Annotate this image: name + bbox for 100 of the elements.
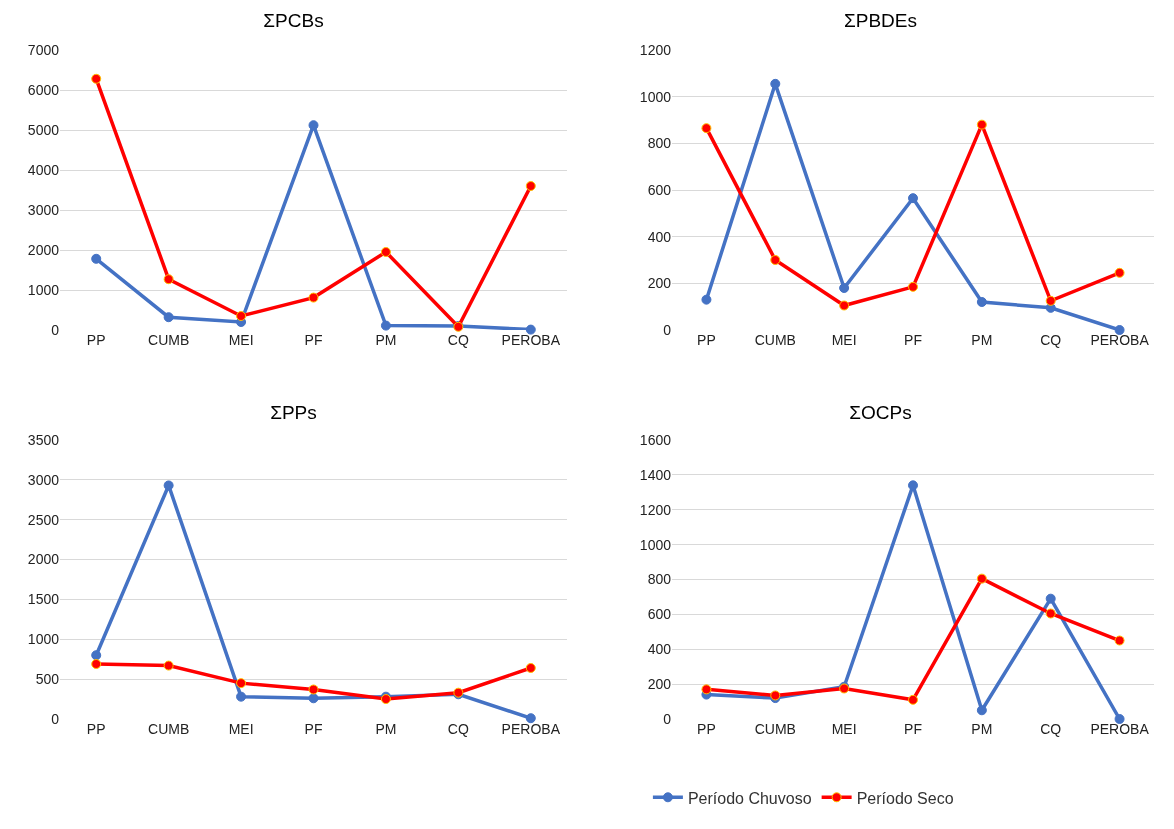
y-tick-label: 600 [647, 181, 672, 198]
x-tick-label: CUMB [754, 332, 796, 348]
point [1045, 295, 1056, 306]
x-tick-label: PF [904, 332, 922, 348]
point [770, 78, 781, 89]
point [908, 193, 918, 204]
x-tick-label: PP [697, 332, 716, 348]
point [380, 320, 391, 331]
point [91, 73, 102, 84]
point [976, 573, 987, 584]
y-tick-label: 3000 [27, 201, 60, 218]
y-tick-label: 1200 [639, 501, 672, 518]
point [701, 294, 712, 305]
x-tick-label: PF [904, 721, 922, 737]
point [525, 662, 536, 673]
y-tick-label: 200 [647, 275, 672, 292]
y-tick-label: 1600 [639, 431, 672, 448]
x-tick-label: MEI [831, 332, 857, 348]
x-tick-label: MEI [228, 332, 254, 348]
x-tick-label: PF [304, 721, 323, 737]
y-tick-label: 3500 [27, 431, 60, 448]
chart-title: ΣPPs [270, 401, 317, 423]
point [236, 691, 247, 702]
x-tick-label: PM [971, 721, 993, 737]
x-tick-label: CQ [447, 332, 469, 348]
point [236, 311, 247, 321]
legend-label: Período Chuvoso [687, 789, 812, 807]
point [701, 684, 712, 695]
point [1045, 593, 1056, 604]
x-tick-label: CQ [1040, 332, 1062, 348]
y-tick-label: 0 [663, 321, 672, 338]
x-tick-label: CUMB [754, 721, 796, 737]
x-tick-label: PEROBA [1090, 332, 1150, 348]
point [976, 297, 987, 307]
y-tick-label: 7000 [27, 41, 60, 58]
x-tick-label: PEROBA [1090, 721, 1150, 737]
y-tick-label: 3000 [27, 471, 60, 488]
point [525, 324, 536, 335]
y-tick-label: 1000 [639, 536, 672, 553]
point [91, 253, 102, 264]
y-tick-label: 0 [663, 710, 672, 727]
point [976, 705, 987, 716]
y-tick-label: 0 [51, 710, 60, 727]
point [91, 650, 102, 661]
y-tick-label: 2000 [27, 551, 60, 568]
point [1114, 635, 1125, 646]
point [91, 659, 102, 669]
point [525, 713, 536, 724]
x-tick-label: PEROBA [501, 332, 561, 348]
x-tick-label: PEROBA [501, 721, 561, 737]
x-tick-label: PM [375, 721, 397, 737]
point [701, 123, 712, 134]
y-tick-label: 2500 [27, 511, 60, 528]
y-tick-label: 1000 [27, 281, 60, 298]
y-tick-label: 600 [647, 606, 672, 623]
y-tick-label: 400 [647, 641, 672, 658]
y-tick-label: 5000 [27, 121, 60, 138]
y-tick-label: 6000 [27, 81, 60, 98]
y-tick-label: 400 [647, 228, 672, 245]
point [308, 120, 319, 131]
point [308, 684, 319, 695]
x-tick-label: PP [86, 332, 106, 348]
point [308, 292, 319, 303]
y-tick-label: 800 [647, 571, 672, 588]
chart-title: ΣPBDEs [844, 9, 917, 31]
y-tick-label: 2000 [27, 241, 60, 258]
y-tick-label: 1500 [27, 591, 60, 608]
x-tick-label: PF [304, 332, 323, 348]
x-tick-label: CQ [447, 721, 469, 737]
y-tick-label: 0 [51, 321, 60, 338]
point [1114, 714, 1125, 724]
point [1114, 325, 1125, 335]
point [525, 181, 536, 191]
point [308, 693, 319, 704]
point [1114, 267, 1125, 278]
point [380, 247, 391, 257]
x-tick-label: PP [697, 721, 716, 737]
x-tick-label: PM [375, 332, 397, 348]
point [163, 480, 174, 491]
y-tick-label: 1000 [639, 88, 672, 105]
x-tick-label: PP [86, 721, 106, 737]
legend-label: Período Seco [856, 789, 954, 807]
point [976, 119, 987, 130]
chart-title: ΣOCPs [849, 401, 912, 423]
point [163, 312, 174, 323]
point [839, 283, 850, 293]
y-tick-label: 4000 [27, 161, 60, 178]
point [163, 274, 174, 285]
point [770, 255, 781, 265]
y-tick-label: 1000 [27, 631, 60, 648]
x-tick-label: MEI [228, 721, 254, 737]
y-tick-label: 200 [647, 676, 672, 693]
x-tick-label: CUMB [148, 332, 190, 348]
x-tick-label: CQ [1040, 721, 1062, 737]
chart-title: ΣPCBs [263, 9, 324, 31]
point [839, 300, 850, 311]
y-tick-label: 1400 [639, 466, 672, 483]
x-tick-label: PM [971, 332, 993, 348]
point [908, 694, 918, 705]
x-tick-label: MEI [831, 721, 857, 737]
